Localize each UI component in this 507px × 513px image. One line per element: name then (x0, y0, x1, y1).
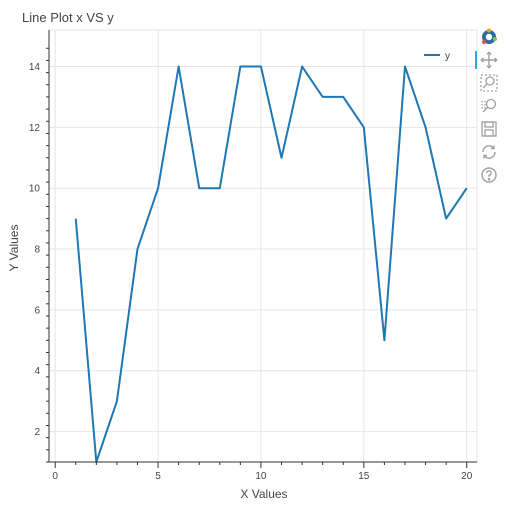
data-point (260, 66, 262, 68)
toolbar (475, 26, 504, 187)
data-point (219, 187, 221, 189)
box-zoom-icon[interactable] (478, 72, 500, 94)
data-point (445, 218, 447, 220)
data-point (239, 66, 241, 68)
y-tick-label: 2 (34, 427, 40, 438)
data-point (342, 96, 344, 98)
x-axis-label: X Values (240, 487, 287, 501)
grid (49, 30, 477, 462)
y-tick-label: 14 (29, 62, 41, 73)
legend-label-y: y (445, 51, 450, 62)
bokeh-logo-icon[interactable] (478, 26, 500, 48)
y-tick-label: 8 (34, 245, 40, 256)
data-point (425, 126, 427, 128)
data-point (116, 400, 118, 402)
x-tick-label: 15 (358, 471, 370, 482)
pan-icon[interactable] (475, 49, 500, 71)
reset-icon[interactable] (478, 141, 500, 163)
wheel-zoom-icon[interactable] (478, 95, 500, 117)
y-tick-label: 6 (34, 305, 40, 316)
data-point (281, 157, 283, 159)
data-point (466, 187, 468, 189)
x-tick-label: 10 (255, 471, 267, 482)
y-tick-label: 12 (29, 123, 41, 134)
data-point (75, 218, 77, 220)
data-point (383, 339, 385, 341)
data-point (198, 187, 200, 189)
help-icon[interactable] (478, 164, 500, 186)
data-point (301, 66, 303, 68)
data-point (157, 187, 159, 189)
data-point (322, 96, 324, 98)
data-point (404, 66, 406, 68)
y-axis: 2 4 6 8 10 12 14 (29, 30, 50, 463)
plot-frame (48, 29, 478, 463)
y-tick-label: 4 (34, 366, 40, 377)
data-point (136, 248, 138, 250)
x-tick-label: 5 (155, 471, 161, 482)
x-tick-label: 20 (461, 471, 473, 482)
legend: y (424, 51, 450, 62)
chart-title: Line Plot x VS y (22, 10, 114, 25)
data-point (363, 126, 365, 128)
y-tick-label: 10 (29, 184, 41, 195)
data-point (178, 66, 180, 68)
series-layer (74, 65, 468, 463)
x-tick-label: 0 (52, 471, 58, 482)
y-axis-label: Y Values (7, 225, 21, 272)
x-axis: 0 5 10 15 20 (49, 461, 477, 482)
save-icon[interactable] (478, 118, 500, 140)
series-line-y (74, 65, 468, 463)
